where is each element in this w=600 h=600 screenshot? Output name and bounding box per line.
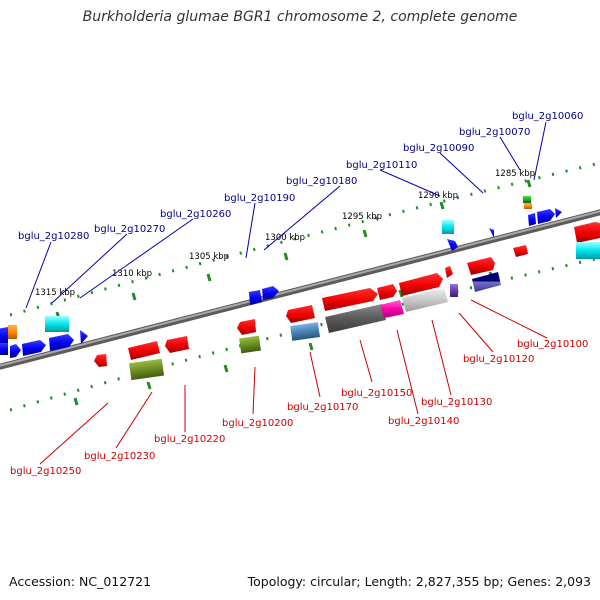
gene-label: bglu_2g10140 [388, 416, 459, 427]
gene-arrow [377, 284, 397, 300]
gene-block [8, 325, 17, 339]
gene-label: bglu_2g10070 [459, 127, 530, 138]
kbp-label: 1300 kbp [265, 233, 305, 243]
kbp-label: 1285 kbp [495, 169, 535, 179]
gene-arrow [555, 208, 562, 218]
top-tick-track [9, 161, 600, 317]
gene-block [239, 335, 262, 354]
gene-label: bglu_2g10220 [154, 434, 225, 445]
gene-arrow [445, 266, 453, 278]
gene-block [523, 196, 531, 203]
chromosome-backbone [0, 209, 600, 370]
gene-arrow [80, 330, 88, 344]
gene-arrow [22, 340, 46, 356]
gene-block [472, 272, 501, 292]
gene-arrow [165, 336, 189, 353]
gene-label: bglu_2g10200 [222, 418, 293, 429]
gene-block [450, 284, 458, 297]
gene-arrow [249, 290, 262, 305]
bottom-tick-track [9, 256, 600, 412]
gene-block [45, 316, 69, 332]
gene-label: bglu_2g10270 [94, 224, 165, 235]
gene-block [380, 300, 404, 318]
gene-arrow [537, 209, 555, 224]
gene-arrow [513, 245, 528, 257]
gene-label: bglu_2g10100 [517, 339, 588, 350]
gene-arrow [286, 305, 315, 323]
gene-block [325, 304, 386, 333]
gene-arrow [528, 213, 536, 226]
gene-arrow [10, 344, 21, 358]
gene-blocks [0, 196, 600, 381]
gene-arrow [399, 273, 443, 296]
gene-label: bglu_2g10060 [512, 111, 583, 122]
gene-label: bglu_2g10150 [341, 388, 412, 399]
gene-label: bglu_2g10250 [10, 466, 81, 477]
gene-arrow [574, 222, 600, 243]
bottom-leader-lines [39, 299, 548, 465]
gene-arrow [489, 228, 494, 238]
gene-arrow [322, 288, 378, 311]
gene-label: bglu_2g10230 [84, 451, 155, 462]
map-title: Burkholderia glumae BGR1 chromosome 2, c… [82, 9, 518, 25]
gene-label: bglu_2g10180 [286, 176, 357, 187]
kbp-label: 1295 kbp [342, 212, 382, 222]
gene-label: bglu_2g10090 [403, 143, 474, 154]
gene-arrow [262, 286, 279, 300]
gene-arrow [447, 239, 458, 251]
gene-arrow [0, 327, 8, 345]
top-leader-lines [25, 121, 547, 309]
gene-block [402, 288, 448, 312]
gene-arrow [467, 257, 495, 275]
gene-block [442, 220, 454, 234]
gene-label: bglu_2g10190 [224, 193, 295, 204]
gene-arrow [49, 334, 74, 351]
gene-block [129, 358, 165, 381]
accession-text: Accession: NC_012721 [9, 574, 152, 589]
gene-label: bglu_2g10130 [421, 397, 492, 408]
genome-summary: Topology: circular; Length: 2,827,355 bp… [247, 574, 591, 589]
gene-arrow [128, 341, 160, 360]
kbp-label: 1290 kbp [418, 191, 458, 201]
gene-label: bglu_2g10170 [287, 402, 358, 413]
gene-block [290, 322, 320, 341]
gene-label: bglu_2g10260 [160, 209, 231, 220]
gene-arrow [94, 354, 107, 367]
kbp-label: 1305 kbp [189, 252, 229, 262]
gene-block [524, 203, 532, 209]
gene-label: bglu_2g10280 [18, 231, 89, 242]
kbp-label: 1315 kbp [35, 288, 75, 298]
gene-arrow [237, 319, 256, 335]
kbp-label: 1310 kbp [112, 269, 152, 279]
gene-label: bglu_2g10110 [346, 160, 417, 171]
gene-label: bglu_2g10120 [463, 354, 534, 365]
gene-block [0, 343, 8, 355]
gene-block [576, 242, 600, 259]
